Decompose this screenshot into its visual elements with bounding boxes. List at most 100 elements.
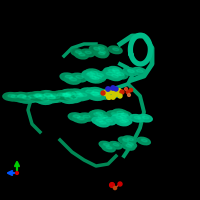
Ellipse shape xyxy=(59,94,77,103)
Ellipse shape xyxy=(79,53,85,56)
Circle shape xyxy=(113,186,117,190)
Ellipse shape xyxy=(73,115,80,118)
Ellipse shape xyxy=(130,115,144,122)
Ellipse shape xyxy=(52,95,60,98)
Ellipse shape xyxy=(97,73,104,76)
Ellipse shape xyxy=(23,92,42,102)
Ellipse shape xyxy=(85,51,91,54)
Circle shape xyxy=(128,94,130,96)
Ellipse shape xyxy=(127,142,133,145)
Ellipse shape xyxy=(23,96,31,99)
Ellipse shape xyxy=(35,95,53,104)
Ellipse shape xyxy=(121,113,128,116)
Ellipse shape xyxy=(69,78,77,81)
Ellipse shape xyxy=(100,50,106,53)
Ellipse shape xyxy=(113,48,119,51)
Ellipse shape xyxy=(54,91,73,101)
Ellipse shape xyxy=(98,47,105,49)
Ellipse shape xyxy=(86,90,93,93)
Ellipse shape xyxy=(122,143,135,150)
Ellipse shape xyxy=(85,74,100,82)
Ellipse shape xyxy=(123,141,137,148)
Ellipse shape xyxy=(37,96,45,99)
Ellipse shape xyxy=(82,71,97,79)
Ellipse shape xyxy=(46,92,62,100)
Ellipse shape xyxy=(94,45,108,52)
Ellipse shape xyxy=(86,90,104,99)
Ellipse shape xyxy=(65,75,72,78)
Ellipse shape xyxy=(94,75,102,78)
Ellipse shape xyxy=(113,143,119,146)
Ellipse shape xyxy=(123,139,128,142)
Ellipse shape xyxy=(96,112,103,115)
Ellipse shape xyxy=(137,69,143,72)
Ellipse shape xyxy=(31,92,47,100)
Circle shape xyxy=(101,91,105,95)
Circle shape xyxy=(117,89,121,93)
Ellipse shape xyxy=(80,88,98,97)
Ellipse shape xyxy=(60,89,79,99)
Ellipse shape xyxy=(118,137,132,144)
Ellipse shape xyxy=(95,119,109,127)
Ellipse shape xyxy=(122,119,128,122)
Ellipse shape xyxy=(100,92,109,95)
Ellipse shape xyxy=(109,71,124,79)
Circle shape xyxy=(125,88,127,90)
Ellipse shape xyxy=(38,91,57,101)
Ellipse shape xyxy=(89,111,104,119)
Ellipse shape xyxy=(64,75,80,84)
Ellipse shape xyxy=(83,115,90,118)
Circle shape xyxy=(107,95,111,99)
Ellipse shape xyxy=(38,91,57,100)
Circle shape xyxy=(118,182,122,186)
Ellipse shape xyxy=(98,116,105,119)
Ellipse shape xyxy=(51,94,58,97)
Ellipse shape xyxy=(34,94,41,97)
Ellipse shape xyxy=(11,95,18,98)
Ellipse shape xyxy=(128,70,134,73)
Ellipse shape xyxy=(74,93,82,96)
Circle shape xyxy=(120,90,124,94)
Ellipse shape xyxy=(110,90,118,94)
Ellipse shape xyxy=(71,49,85,56)
Ellipse shape xyxy=(77,117,84,120)
Ellipse shape xyxy=(112,68,119,71)
Ellipse shape xyxy=(94,50,108,58)
Ellipse shape xyxy=(87,91,105,100)
Ellipse shape xyxy=(87,73,93,76)
Ellipse shape xyxy=(90,76,96,79)
Ellipse shape xyxy=(62,93,69,96)
Ellipse shape xyxy=(93,94,101,97)
Ellipse shape xyxy=(106,72,113,75)
Ellipse shape xyxy=(46,93,64,102)
Ellipse shape xyxy=(100,121,106,124)
Circle shape xyxy=(111,95,115,99)
Ellipse shape xyxy=(69,91,88,101)
Circle shape xyxy=(108,88,114,94)
Ellipse shape xyxy=(18,95,26,98)
Ellipse shape xyxy=(68,91,87,100)
Ellipse shape xyxy=(108,70,115,73)
Ellipse shape xyxy=(91,110,107,118)
Ellipse shape xyxy=(36,94,43,96)
Ellipse shape xyxy=(39,94,46,97)
Ellipse shape xyxy=(60,73,76,82)
Ellipse shape xyxy=(92,76,99,80)
Ellipse shape xyxy=(58,90,76,99)
Ellipse shape xyxy=(75,94,83,97)
Ellipse shape xyxy=(98,52,105,55)
Ellipse shape xyxy=(108,66,123,75)
Ellipse shape xyxy=(112,114,126,122)
Ellipse shape xyxy=(116,111,132,119)
Circle shape xyxy=(112,91,118,97)
Ellipse shape xyxy=(87,87,105,96)
Ellipse shape xyxy=(47,95,55,99)
Ellipse shape xyxy=(48,96,56,99)
Ellipse shape xyxy=(64,94,81,103)
Ellipse shape xyxy=(101,115,108,118)
Ellipse shape xyxy=(68,113,84,121)
Ellipse shape xyxy=(88,72,95,75)
Ellipse shape xyxy=(123,68,138,76)
Ellipse shape xyxy=(66,92,75,95)
Circle shape xyxy=(16,172,18,174)
